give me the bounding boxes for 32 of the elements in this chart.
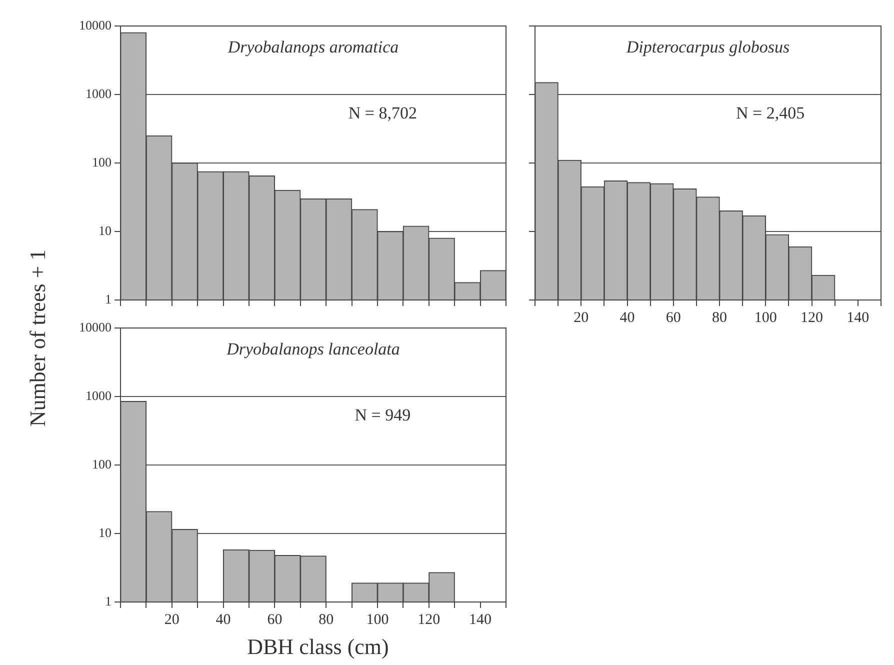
annotation: N = 949 [354,405,411,424]
x-tick-label: 80 [318,612,334,628]
y-tick-label: 10000 [79,17,112,32]
annotation: Dipterocarpus globosus [625,37,790,56]
y-tick-label: 1 [105,593,112,608]
x-tick-label: 100 [754,310,777,326]
x-tick-label: 120 [418,612,440,628]
x-tick-label: 120 [800,310,824,326]
y-tick-label: 1000 [86,388,112,403]
x-tick-label: 20 [164,612,180,628]
y-tick-label: 10000 [79,319,112,334]
annotation: N = 2,405 [736,103,805,122]
y-tick-label: 100 [92,154,112,170]
y-tick-label: 100 [92,456,112,472]
y-axis-title: Number of trees + 1 [25,249,51,427]
x-tick-label: 20 [574,310,589,326]
x-tick-label: 40 [620,310,635,326]
x-tick-label: 60 [666,310,681,326]
annotation: N = 8,702 [348,103,417,122]
x-tick-label: 100 [366,612,389,628]
y-tick-label: 1 [105,291,112,306]
x-tick-label: 80 [712,310,728,326]
annotation: Dryobalanops lanceolata [226,339,400,358]
x-tick-label: 60 [267,612,282,628]
annotation: Dryobalanops aromatica [226,37,399,56]
y-tick-label: 1000 [86,86,112,101]
x-tick-label: 40 [216,612,231,628]
x-tick-label: 140 [846,310,870,326]
y-tick-label: 10 [98,524,112,540]
y-tick-label: 10 [98,222,112,238]
x-axis-title: DBH class (cm) [247,634,389,660]
x-tick-label: 140 [469,612,492,628]
